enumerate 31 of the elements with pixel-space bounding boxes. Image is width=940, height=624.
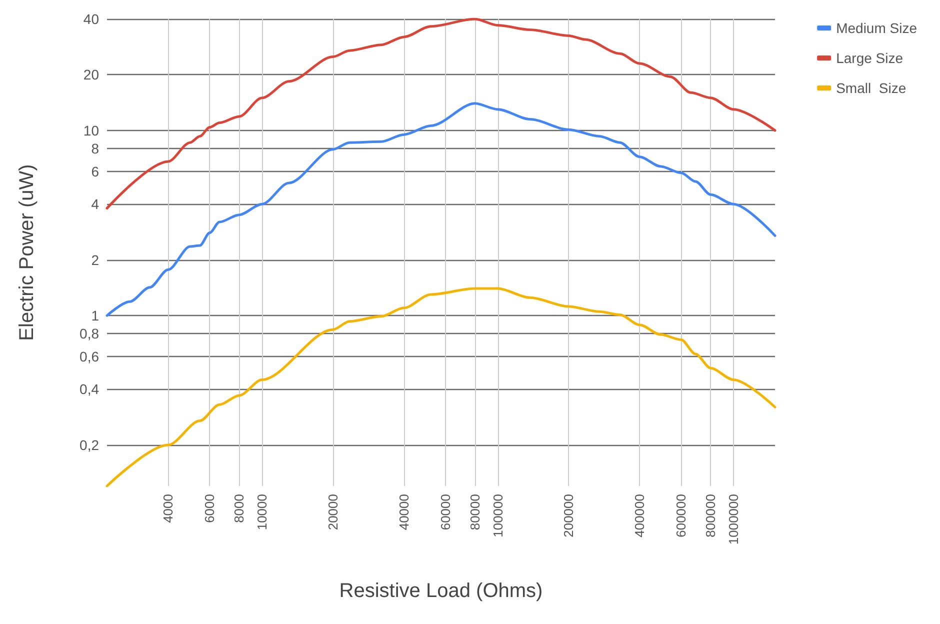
legend-label: Large Size [836,50,904,66]
x-tick-label: 800000 [703,494,718,538]
y-tick-label: 0,8 [80,325,100,342]
y-tick-label: 4 [91,196,100,212]
x-tick-label: 80000 [467,494,482,530]
x-tick-label: 1000000 [726,494,741,545]
x-tick-label: 8000 [232,494,247,523]
x-tick-label: 200000 [561,494,576,538]
x-tick-label: 400000 [632,494,648,538]
x-tick-label: 60000 [438,494,453,530]
y-tick-label: 8 [91,140,100,156]
y-tick-label: 1 [91,308,100,324]
y-axis-title: Electric Power (uW) [16,164,38,341]
y-tick-label: 20 [83,66,100,83]
y-tick-label: 10 [83,122,100,138]
x-tick-label: 6000 [202,494,218,523]
x-tick-label: 20000 [325,494,340,530]
x-tick-label: 600000 [674,494,689,538]
y-tick-label: 0,4 [80,381,100,398]
y-tick-label: 0,2 [80,436,100,453]
x-tick-label: 40000 [396,494,412,530]
x-tick-label: 100000 [490,494,506,538]
y-tick-label: 6 [91,164,100,180]
y-tick-label: 2 [91,252,100,268]
x-tick-label: 4000 [160,494,176,523]
x-tick-label: 10000 [254,494,270,530]
y-tick-label: 0,6 [80,348,100,365]
legend-label: Small Size [836,80,906,96]
legend-label: Medium Size [836,20,918,36]
y-tick-label: 40 [83,11,100,27]
x-axis-title: Resistive Load (Ohms) [339,580,543,602]
